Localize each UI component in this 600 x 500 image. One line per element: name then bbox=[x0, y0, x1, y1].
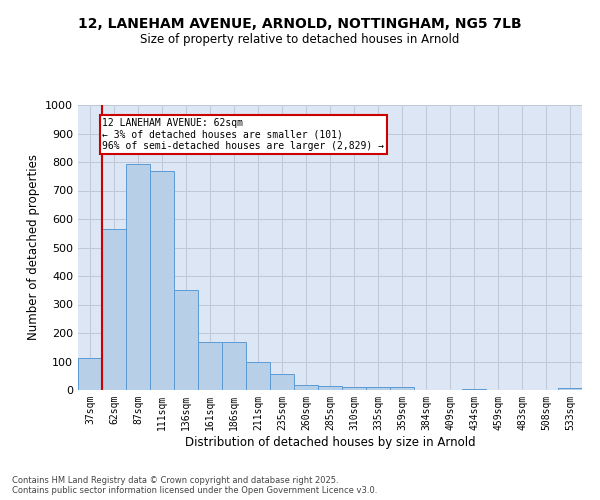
Bar bbox=[246, 362, 270, 390]
Bar bbox=[294, 385, 318, 390]
Y-axis label: Number of detached properties: Number of detached properties bbox=[26, 154, 40, 340]
Text: Contains HM Land Registry data © Crown copyright and database right 2025.
Contai: Contains HM Land Registry data © Crown c… bbox=[12, 476, 377, 495]
Bar bbox=[270, 374, 294, 390]
Bar bbox=[558, 388, 582, 390]
Bar bbox=[174, 290, 198, 390]
Text: 12, LANEHAM AVENUE, ARNOLD, NOTTINGHAM, NG5 7LB: 12, LANEHAM AVENUE, ARNOLD, NOTTINGHAM, … bbox=[78, 18, 522, 32]
Bar bbox=[390, 387, 414, 390]
Bar bbox=[462, 388, 486, 390]
Bar bbox=[198, 342, 222, 390]
Text: 12 LANEHAM AVENUE: 62sqm
← 3% of detached houses are smaller (101)
96% of semi-d: 12 LANEHAM AVENUE: 62sqm ← 3% of detache… bbox=[103, 118, 385, 151]
Text: Size of property relative to detached houses in Arnold: Size of property relative to detached ho… bbox=[140, 32, 460, 46]
Bar bbox=[126, 164, 150, 390]
Bar bbox=[366, 387, 390, 390]
Bar bbox=[150, 170, 174, 390]
X-axis label: Distribution of detached houses by size in Arnold: Distribution of detached houses by size … bbox=[185, 436, 475, 448]
Bar bbox=[102, 229, 126, 390]
Bar bbox=[318, 386, 342, 390]
Bar bbox=[78, 358, 102, 390]
Bar bbox=[222, 342, 246, 390]
Bar bbox=[342, 386, 366, 390]
